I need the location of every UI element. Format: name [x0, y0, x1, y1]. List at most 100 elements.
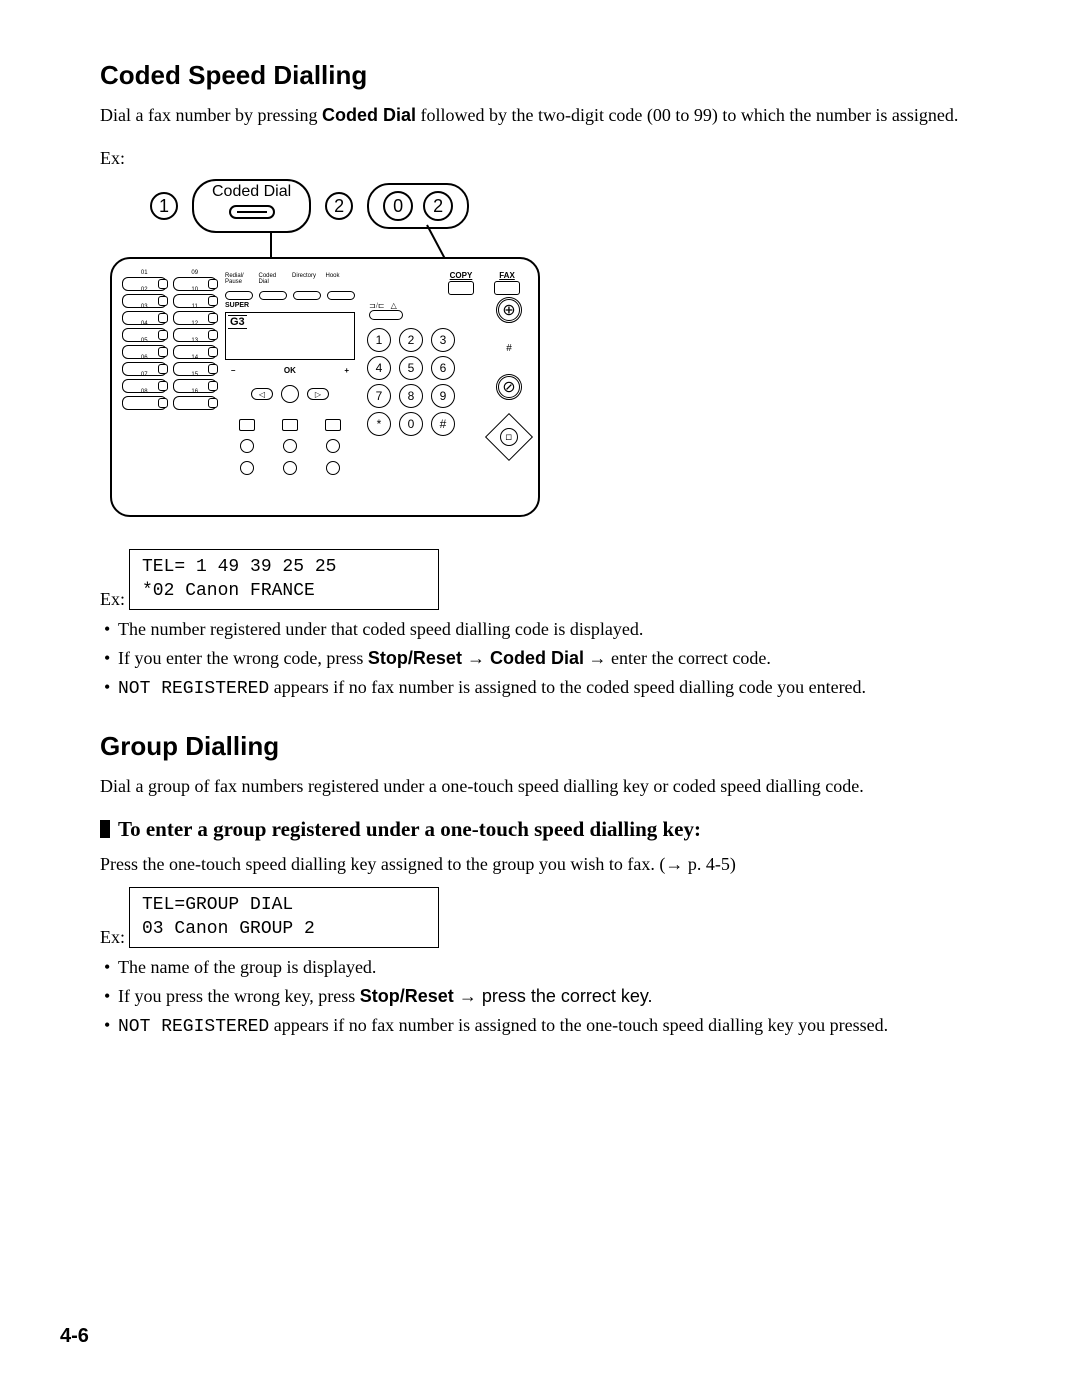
bullets-group: The name of the group is displayed. If y…: [100, 954, 980, 1041]
mode-icon: [325, 419, 341, 431]
bullet-bold: Stop/Reset: [360, 986, 454, 1006]
stop-button-icon: ⊘: [496, 374, 522, 400]
ot-num: 05: [123, 338, 166, 344]
bullet: NOT REGISTERED appears if no fax number …: [100, 1012, 980, 1041]
mode-circ: [240, 461, 254, 475]
page-number: 4-6: [60, 1325, 89, 1348]
lcd-display-1: TEL= 1 49 39 25 25 *02 Canon FRANCE: [129, 549, 439, 610]
tiny-button: [225, 291, 253, 300]
minus-label: –: [231, 366, 235, 375]
ot-num: 01: [123, 270, 166, 276]
key-3: 3: [431, 328, 455, 352]
nav-ok-icon: [281, 385, 299, 403]
lcd-display-2: TEL=GROUP DIAL 03 Canon GROUP 2: [129, 887, 439, 948]
mode-circ: [240, 439, 254, 453]
press-pre: Press the one-touch speed dialling key a…: [100, 854, 665, 874]
ot-key: 08: [122, 396, 167, 410]
arrow-icon: → press the correct key.: [454, 986, 653, 1006]
copy-slot-icon: [448, 281, 474, 295]
key-8: 8: [399, 384, 423, 408]
ot-num: 04: [123, 321, 166, 327]
bullet-text: → enter the correct code.: [584, 648, 771, 668]
bullet: NOT REGISTERED appears if no fax number …: [100, 674, 980, 703]
sub-heading: To enter a group registered under a one-…: [100, 817, 980, 842]
start-button-icon: ◇: [485, 413, 533, 461]
intro-pre: Dial a fax number by pressing: [100, 105, 322, 125]
plus-button-icon: ⊕: [496, 297, 522, 323]
arrow-icon: →: [665, 854, 683, 874]
diagram: 1 Coded Dial 2 0 2 0109 0210 0311 0412 0…: [110, 179, 550, 539]
nav-right-icon: ▷: [307, 388, 329, 400]
step-1-icon: 1: [150, 192, 178, 220]
section-title-group: Group Dialling: [100, 731, 980, 762]
key-5: 5: [399, 356, 423, 380]
lbl-redial: Redial/Pause: [225, 273, 255, 285]
ot-num: 11: [174, 304, 217, 310]
intro-post: followed by the two-digit code (00 to 99…: [416, 105, 958, 125]
nav-left-icon: ◁: [251, 388, 273, 400]
onetouch-keys: 0109 0210 0311 0412 0513 0614 0715 0816: [122, 271, 217, 503]
super-label: SUPER: [225, 302, 249, 309]
display-line-2: *02 Canon FRANCE: [142, 580, 426, 603]
intro-coded: Dial a fax number by pressing Coded Dial…: [100, 103, 980, 128]
digit-0: 0: [383, 191, 413, 221]
bullet: The name of the group is displayed.: [100, 954, 980, 981]
ot-num: 15: [174, 372, 217, 378]
digits-callout: 0 2: [367, 183, 469, 229]
ot-key: 16: [173, 396, 218, 410]
start-inner-icon: ◇: [496, 424, 521, 449]
bullet-mono: NOT REGISTERED: [118, 1017, 269, 1037]
bullet-text: appears if no fax number is assigned to …: [269, 677, 866, 697]
mode-circ: [283, 439, 297, 453]
fax-slot-icon: [494, 281, 520, 295]
g3-label: G3: [228, 315, 247, 329]
key-1: 1: [367, 328, 391, 352]
key-4: 4: [367, 356, 391, 380]
lbl-coded: CodedDial: [259, 273, 289, 285]
ot-num: 09: [174, 270, 217, 276]
bullet-text: If you press the wrong key, press: [118, 986, 360, 1006]
ot-num: 07: [123, 372, 166, 378]
intro-group: Dial a group of fax numbers registered u…: [100, 774, 980, 799]
ot-num: 14: [174, 355, 217, 361]
bullet-mono: NOT REGISTERED: [118, 679, 269, 699]
bullet-text: appears if no fax number is assigned to …: [269, 1015, 888, 1035]
mode-icon: [239, 419, 255, 431]
ot-num: 13: [174, 338, 217, 344]
ex-label-2: Ex:: [100, 589, 125, 610]
mode-circ: [326, 461, 340, 475]
hash-label: #: [506, 343, 512, 354]
mode-icon: [282, 419, 298, 431]
coded-dial-callout: Coded Dial: [192, 179, 311, 233]
bullet-bold: Stop/Reset: [368, 648, 462, 668]
arrow-icon: →: [462, 648, 490, 668]
mid-controls: Redial/Pause CodedDial Directory Hook SU…: [225, 271, 355, 503]
key-9: 9: [431, 384, 455, 408]
mode-circs: [225, 439, 355, 453]
ot-num: 06: [123, 355, 166, 361]
bullet: If you press the wrong key, press Stop/R…: [100, 983, 980, 1010]
mode-circ: [326, 439, 340, 453]
fax-label: FAX: [499, 271, 515, 280]
bullets-coded: The number registered under that coded s…: [100, 616, 980, 703]
tiny-button: [293, 291, 321, 300]
status-icon: ⊐/⊏: [369, 301, 385, 310]
key-2: 2: [399, 328, 423, 352]
mode-circs2: [225, 461, 355, 475]
alarm-icon: △: [391, 301, 397, 310]
status-button: [369, 310, 403, 320]
fax-panel: 0109 0210 0311 0412 0513 0614 0715 0816 …: [110, 257, 540, 517]
mode-circ: [283, 461, 297, 475]
key-hash: #: [431, 412, 455, 436]
display-line-1: TEL= 1 49 39 25 25: [142, 556, 426, 579]
ex-label-3: Ex:: [100, 927, 125, 948]
right-controls: COPY FAX ⊐/⊏ △ 1 2 3 4 5 6 7 8 9: [363, 271, 528, 503]
display-line-1: TEL=GROUP DIAL: [142, 894, 426, 917]
bullet-text: The name of the group is displayed.: [118, 957, 376, 977]
ot-num: 03: [123, 304, 166, 310]
key-6: 6: [431, 356, 455, 380]
tiny-button: [259, 291, 287, 300]
key-7: 7: [367, 384, 391, 408]
display-line-2: 03 Canon GROUP 2: [142, 918, 426, 941]
coded-dial-slot-icon: [229, 205, 275, 219]
